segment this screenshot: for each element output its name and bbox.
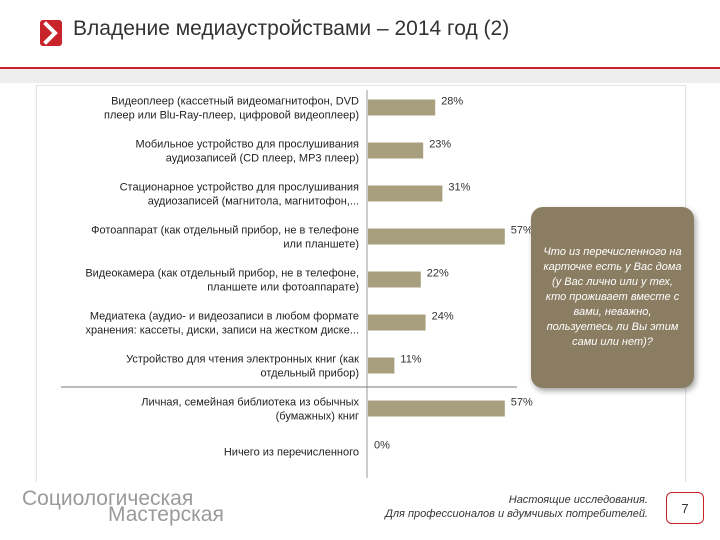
- bar: [368, 142, 424, 159]
- category-label: Фотоаппарат (как отдельный прибор, не в …: [91, 225, 359, 237]
- bar: [368, 357, 395, 374]
- category-label: отдельный прибор): [261, 368, 359, 380]
- value-label: 24%: [432, 311, 454, 323]
- brand-name-line1: Социологическая: [22, 487, 194, 510]
- header-rule: [0, 67, 720, 69]
- category-label: хранения: кассеты, диски, записи на жест…: [85, 325, 359, 337]
- slide-title: Владение медиаустройствами – 2014 год (2…: [73, 17, 510, 40]
- category-label: Мобильное устройство для прослушивания: [135, 139, 359, 151]
- header-band: [0, 69, 720, 83]
- value-label: 28%: [441, 96, 463, 108]
- category-label: или планшете): [283, 239, 359, 251]
- value-label: 22%: [427, 268, 449, 280]
- bar: [368, 271, 421, 288]
- value-label: 0%: [374, 440, 390, 452]
- chart-frame: Видеоплеер (кассетный видеомагнитофон, D…: [36, 85, 686, 483]
- question-text: Что из перечисленного на карточке есть у…: [543, 246, 682, 348]
- category-label: Стационарное устройство для прослушивани…: [120, 182, 359, 194]
- tagline-line2: Для профессионалов и вдумчивых потребите…: [385, 508, 648, 520]
- category-label: (бумажных) книг: [276, 411, 359, 423]
- question-box: Что из перечисленного на карточке есть у…: [531, 207, 694, 388]
- category-label: Устройство для чтения электронных книг (…: [126, 354, 359, 366]
- page-number-box: 7: [666, 492, 704, 524]
- category-label: аудиозаписей (магнитола, магнитофон,...: [148, 196, 359, 208]
- chevron-right-icon: [40, 20, 62, 46]
- category-label: планшете или фотоаппарате): [207, 282, 359, 294]
- value-label: 31%: [448, 182, 470, 194]
- bar: [368, 314, 426, 331]
- category-label: Ничего из перечисленного: [224, 447, 359, 459]
- bar: [368, 185, 443, 202]
- value-label: 11%: [400, 354, 421, 366]
- category-label: Личная, семейная библиотека из обычных: [141, 397, 359, 409]
- category-label: Видеокамера (как отдельный прибор, не в …: [85, 268, 359, 280]
- category-label: плеер или Blu-Ray-плеер, цифровой видеоп…: [104, 110, 359, 122]
- bar-chart: Видеоплеер (кассетный видеомагнитофон, D…: [61, 90, 533, 478]
- tagline: Настоящие исследования. Для профессионал…: [385, 493, 648, 521]
- category-label: Медиатека (аудио- и видеозаписи в любом …: [90, 311, 359, 323]
- category-label: Видеоплеер (кассетный видеомагнитофон, D…: [111, 96, 359, 108]
- footer: [0, 482, 720, 540]
- bar: [368, 228, 505, 245]
- value-label: 23%: [429, 139, 451, 151]
- value-label: 57%: [511, 397, 533, 409]
- category-label: аудиозаписей (CD плеер, MP3 плеер): [166, 153, 359, 165]
- bar: [368, 400, 505, 417]
- slide-header: Владение медиаустройствами – 2014 год (2…: [0, 0, 720, 68]
- bar: [368, 99, 436, 116]
- tagline-line1: Настоящие исследования.: [508, 494, 648, 506]
- value-label: 57%: [511, 225, 533, 237]
- brand-name-line2: Мастерская: [108, 503, 224, 526]
- page-number: 7: [681, 500, 689, 516]
